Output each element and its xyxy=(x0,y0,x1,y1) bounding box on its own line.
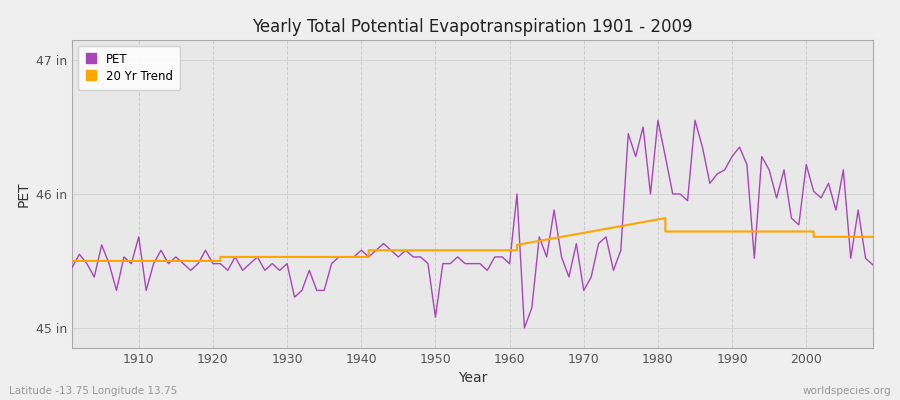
Text: Latitude -13.75 Longitude 13.75: Latitude -13.75 Longitude 13.75 xyxy=(9,386,177,396)
Y-axis label: PET: PET xyxy=(16,181,31,207)
X-axis label: Year: Year xyxy=(458,372,487,386)
Text: worldspecies.org: worldspecies.org xyxy=(803,386,891,396)
Title: Yearly Total Potential Evapotranspiration 1901 - 2009: Yearly Total Potential Evapotranspiratio… xyxy=(252,18,693,36)
Legend: PET, 20 Yr Trend: PET, 20 Yr Trend xyxy=(78,46,180,90)
